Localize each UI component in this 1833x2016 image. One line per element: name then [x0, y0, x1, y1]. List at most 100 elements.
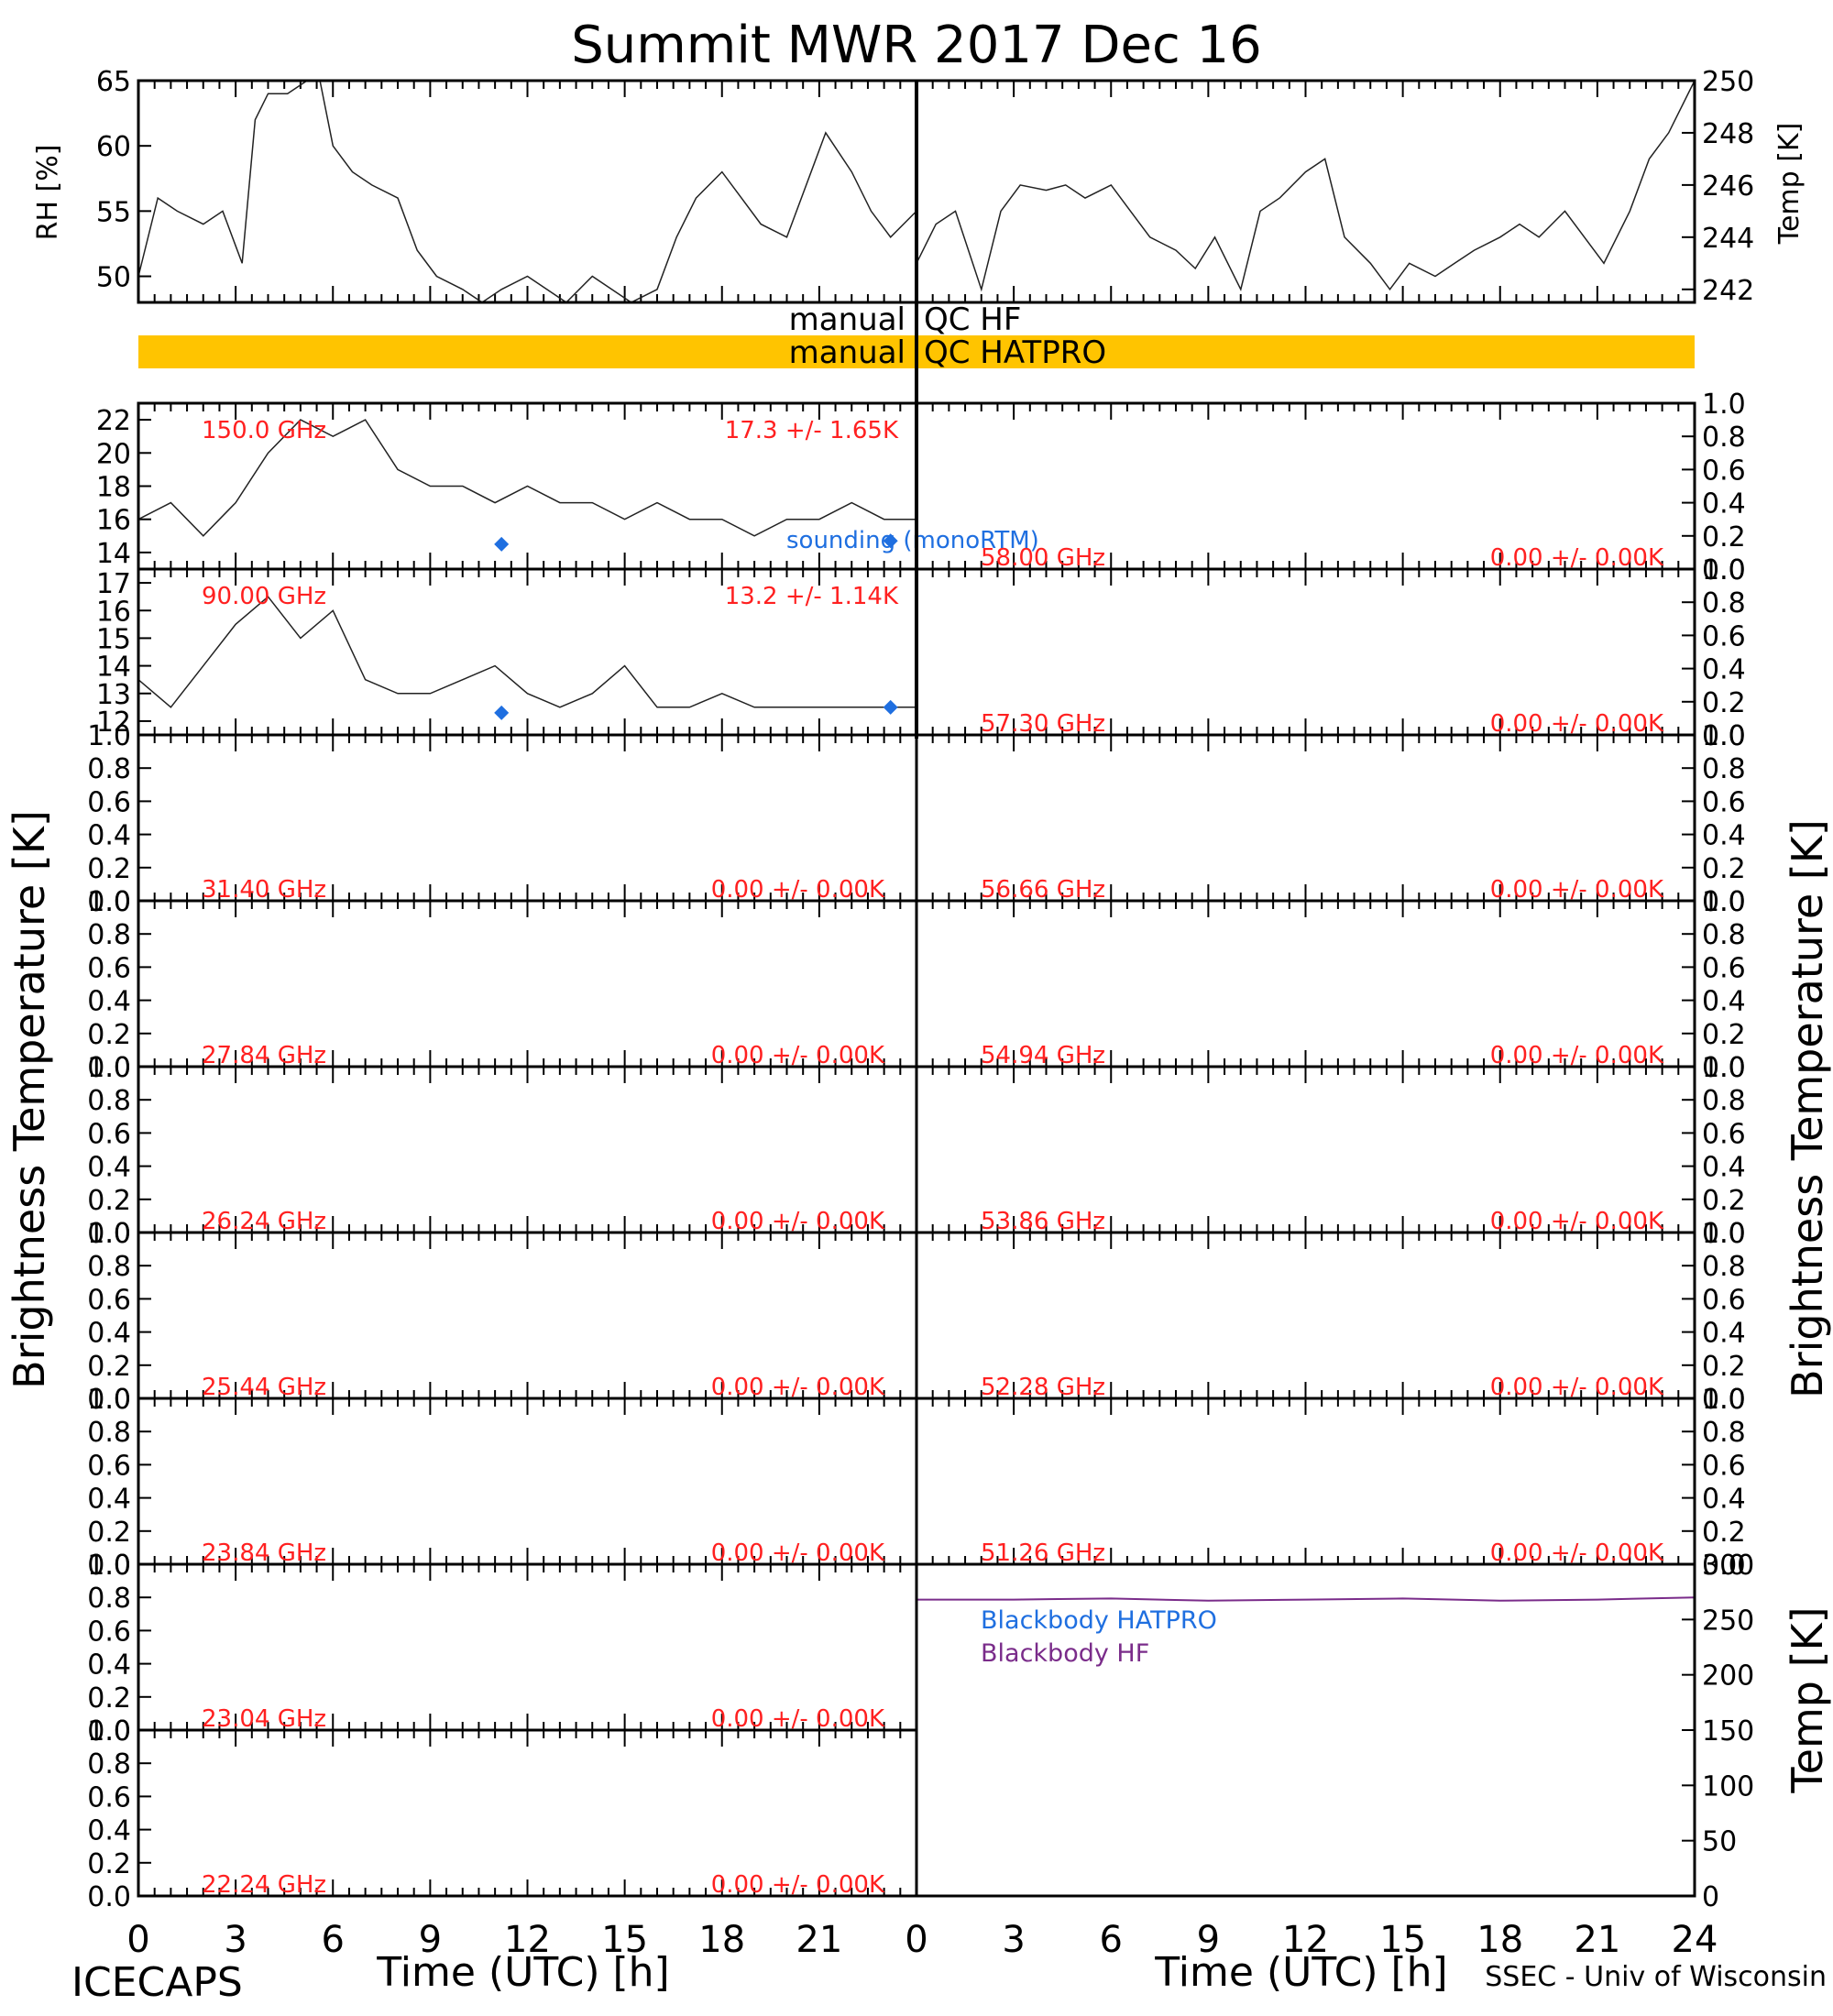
y-tick-label: 0.2: [87, 1019, 131, 1051]
y-tick-label: 0.0: [87, 1218, 131, 1250]
freq-stat: 0.00 +/- 0.00K: [711, 1208, 885, 1235]
y-tick-label: 0.8: [1702, 919, 1746, 951]
y-tick-label: 0.2: [87, 1185, 131, 1217]
bt-right-axis-label: Brightness Temperature [K]: [1783, 819, 1832, 1398]
x-tick-label: 21: [1574, 1919, 1620, 1961]
x-tick-label: 15: [1379, 1919, 1426, 1961]
freq-stat: 0.00 +/- 0.00K: [711, 1871, 885, 1899]
y-tick-label: 0.4: [1702, 820, 1746, 852]
y-tick-label: 0.4: [1702, 654, 1746, 686]
y-tick-label: 0.0: [87, 1052, 131, 1084]
y-tick-label: 0.8: [87, 919, 131, 951]
y-tick-label: 0.2: [1702, 1019, 1746, 1051]
panel-tb_25_44: 0.00.20.40.60.81.025.44 GHz 0.00 +/- 0.00…: [87, 1218, 917, 1416]
qc-hatpro-right: QC HATPRO: [924, 334, 1106, 371]
y-tick-label: 1.0: [1702, 720, 1746, 752]
sounding-marker: [883, 533, 898, 549]
rh-axis-label: RH [%]: [32, 145, 64, 241]
legend-hatpro: Blackbody HATPRO: [981, 1606, 1217, 1635]
y-tick-label: 0.6: [1702, 620, 1746, 652]
y-tick-label: 0.0: [87, 886, 131, 918]
freq-stat: 0.00 +/- 0.00K: [711, 1539, 885, 1567]
met-panel: 50 55 60 65 242 244 246 248 250: [96, 66, 1754, 307]
time-axis-label-right: Time (UTC) [h]: [1154, 1949, 1447, 1996]
bt-left-axis-label: Brightness Temperature [K]: [5, 810, 54, 1389]
y-tick-label: 0.8: [1702, 1417, 1746, 1449]
y-tick-label: 0.4: [87, 1815, 131, 1847]
panel-tb_54_94: 0.00.20.40.60.81.054.94 GHz 0.00 +/- 0.00…: [916, 886, 1746, 1084]
y-tick-label: 0.6: [87, 1450, 131, 1482]
tb-line: [137, 596, 916, 708]
bb-tick-label: 0: [1702, 1881, 1719, 1913]
y-tick-label: 0.4: [87, 1318, 131, 1350]
y-tick-label: 1.0: [87, 1052, 131, 1084]
y-tick-label: 0.6: [1702, 1284, 1746, 1316]
panel-tb_26_24: 0.00.20.40.60.81.026.24 GHz 0.00 +/- 0.00…: [87, 1052, 917, 1250]
blackbody-frame: [915, 1562, 1696, 1898]
sounding-marker: [494, 705, 510, 720]
qc-hf-right: QC HF: [924, 301, 1021, 338]
y-tick-label: 0.2: [1702, 1517, 1746, 1549]
x-tick-label: 12: [1282, 1919, 1329, 1961]
y-tick-label: 14: [96, 538, 131, 570]
freq-stat: 0.00 +/- 0.00K: [711, 1705, 885, 1733]
sounding-marker: [494, 536, 510, 552]
y-tick-label: 0.6: [1702, 1450, 1746, 1482]
freq-stat: 13.2 +/- 1.14K: [725, 583, 899, 610]
panel-tb_51_26: 0.00.20.40.60.81.051.26 GHz 0.00 +/- 0.00…: [916, 1384, 1746, 1582]
bb-tick-label: 300: [1702, 1550, 1754, 1582]
y-tick-label: 0.8: [87, 1251, 131, 1283]
y-tick-label: 12: [96, 707, 131, 739]
panel-tb_56_66: 0.00.20.40.60.81.056.66 GHz 0.00 +/- 0.00…: [916, 720, 1746, 918]
y-tick-label: 0.0: [87, 1384, 131, 1416]
y-tick-label: 0.6: [87, 1284, 131, 1316]
y-tick-label: 15: [96, 623, 131, 655]
rh-tick-label: 65: [96, 66, 131, 98]
y-tick-label: 0.8: [87, 753, 131, 785]
freq-stat: 0.00 +/- 0.00K: [711, 1374, 885, 1401]
freq-stat: 17.3 +/- 1.65K: [725, 417, 899, 444]
temp-tick-label: 242: [1702, 275, 1754, 307]
freq-label: 150.0 GHz: [202, 417, 326, 444]
panel-tb_53_86: 0.00.20.40.60.81.053.86 GHz 0.00 +/- 0.00…: [916, 1052, 1746, 1250]
y-tick-label: 1.0: [87, 1550, 131, 1582]
x-tick-label: 3: [1002, 1919, 1025, 1961]
freq-stat: 0.00 +/- 0.00K: [1490, 544, 1664, 572]
x-tick-label: 24: [1672, 1919, 1718, 1961]
y-tick-label: 0.8: [87, 1085, 131, 1117]
y-tick-label: 0.0: [1702, 1052, 1746, 1084]
y-tick-label: 0.0: [1702, 1550, 1746, 1582]
temp-tick-label: 244: [1702, 223, 1754, 255]
x-tick-label: 6: [1100, 1919, 1123, 1961]
temp-tick-label: 246: [1702, 170, 1754, 203]
freq-label: 23.04 GHz: [202, 1705, 326, 1733]
y-tick-label: 0.6: [1702, 455, 1746, 487]
bb-tick-label: 50: [1702, 1826, 1737, 1858]
x-tick-label: 9: [419, 1919, 442, 1961]
panel-tb_52_28: 0.00.20.40.60.81.052.28 GHz 0.00 +/- 0.00…: [916, 1218, 1746, 1416]
y-tick-label: 0.8: [1702, 1085, 1746, 1117]
y-tick-label: 14: [96, 652, 131, 684]
y-tick-label: 0.0: [87, 1715, 131, 1748]
y-tick-label: 0.8: [87, 1417, 131, 1449]
freq-label: 58.00 GHz: [981, 544, 1105, 572]
y-tick-label: 0.0: [1702, 886, 1746, 918]
y-tick-label: 0.6: [1702, 786, 1746, 818]
y-tick-label: 22: [96, 405, 131, 437]
freq-label: 51.26 GHz: [981, 1539, 1105, 1567]
y-tick-label: 0.4: [1702, 1152, 1746, 1184]
y-tick-label: 1.0: [1702, 389, 1746, 421]
y-tick-label: 18: [96, 472, 131, 504]
y-tick-label: 0.4: [87, 820, 131, 852]
y-tick-label: 16: [96, 596, 131, 628]
freq-label: 90.00 GHz: [202, 583, 326, 610]
freq-label: 57.30 GHz: [981, 710, 1105, 738]
y-tick-label: 0.8: [87, 1748, 131, 1780]
freq-label: 27.84 GHz: [202, 1042, 326, 1069]
y-tick-label: 0.0: [87, 1550, 131, 1582]
y-tick-label: 0.6: [87, 1781, 131, 1813]
rh-tick-label: 50: [96, 262, 131, 294]
